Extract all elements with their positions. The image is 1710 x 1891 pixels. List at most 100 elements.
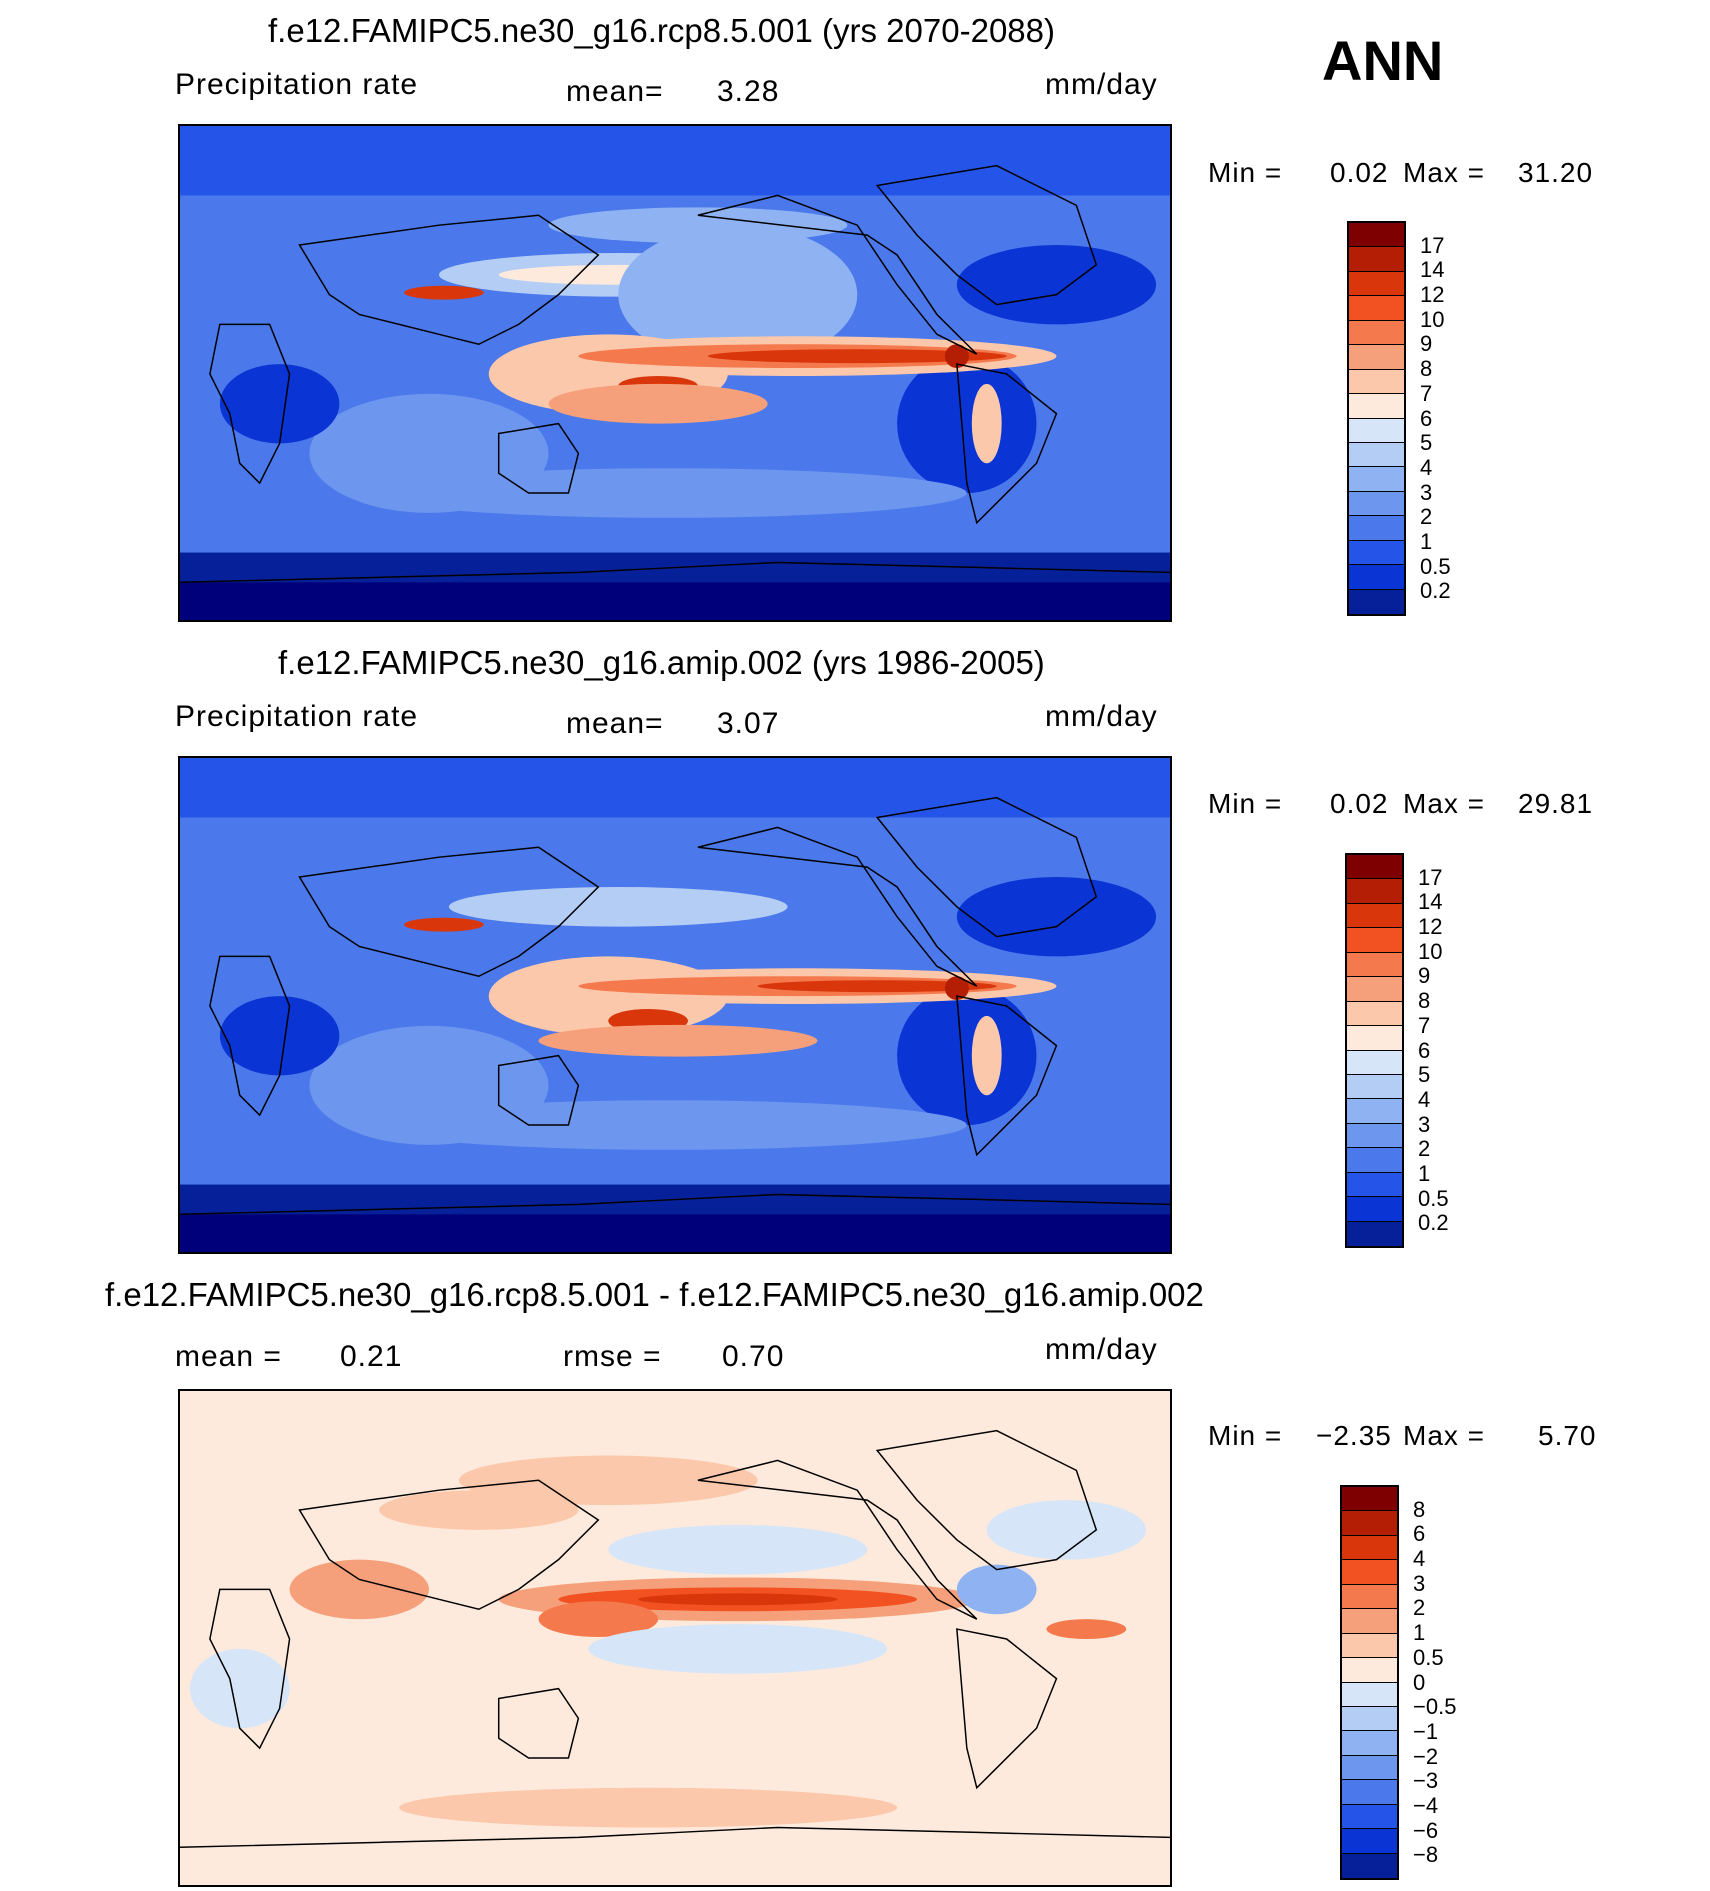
colorbar-swatch xyxy=(1349,369,1404,395)
colorbar-tick-label: 9 xyxy=(1420,331,1433,357)
colorbar-swatch xyxy=(1342,1584,1397,1610)
colorbar-tick-label: 4 xyxy=(1418,1086,1431,1112)
colorbar-swatch xyxy=(1342,1487,1397,1512)
colorbar-tick-label: −0.5 xyxy=(1413,1694,1457,1720)
colorbar-swatch xyxy=(1342,1780,1397,1805)
colorbar-tick-label: 5 xyxy=(1420,430,1433,456)
panel3-title: f.e12.FAMIPC5.ne30_g16.rcp8.5.001 - f.e1… xyxy=(105,1276,1204,1313)
panel3-max-label: Max = xyxy=(1403,1420,1486,1451)
colorbar-tick-label: −1 xyxy=(1413,1718,1439,1744)
panel3-mean-label: mean = xyxy=(175,1340,282,1373)
colorbar-tick-label: 1 xyxy=(1420,528,1433,554)
colorbar-tick-label: 0 xyxy=(1413,1669,1426,1695)
colorbar-tick-label: −4 xyxy=(1413,1792,1439,1818)
colorbar-tick-label: 6 xyxy=(1420,405,1433,431)
colorbar-tick-label: 2 xyxy=(1420,504,1433,530)
colorbar-swatch xyxy=(1349,516,1404,541)
colorbar-tick-label: 7 xyxy=(1420,380,1433,406)
panel3-min-value: −2.35 xyxy=(1316,1420,1392,1451)
colorbar-swatch xyxy=(1349,467,1404,492)
colorbar-swatch xyxy=(1347,977,1402,1002)
panel2-title: f.e12.FAMIPC5.ne30_g16.amip.002 (yrs 198… xyxy=(278,644,1045,681)
panel2-colorbar xyxy=(1345,853,1404,1248)
colorbar-tick-label: 1 xyxy=(1413,1620,1426,1646)
colorbar-tick-label: −8 xyxy=(1413,1842,1439,1868)
panel2-colorbar-labels: 17 14 12 10 9 8 7 6 5 4 3 2 1 0.5 0.2 xyxy=(1418,853,1478,1248)
colorbar-swatch xyxy=(1347,1099,1402,1124)
colorbar-swatch xyxy=(1347,1172,1402,1198)
colorbar-swatch xyxy=(1347,1074,1402,1100)
colorbar-swatch xyxy=(1342,1560,1397,1585)
panel2-map xyxy=(178,756,1172,1254)
colorbar-swatch xyxy=(1342,1755,1397,1781)
colorbar-tick-label: 3 xyxy=(1418,1111,1431,1137)
colorbar-swatch xyxy=(1347,1123,1402,1149)
colorbar-tick-label: 6 xyxy=(1418,1037,1431,1063)
panel1-max-value: 31.20 xyxy=(1518,157,1594,188)
colorbar-swatch xyxy=(1342,1804,1397,1830)
colorbar-swatch xyxy=(1349,540,1404,566)
colorbar-tick-label: 3 xyxy=(1420,479,1433,505)
colorbar-swatch xyxy=(1349,565,1404,590)
colorbar-swatch xyxy=(1347,1197,1402,1222)
colorbar-swatch xyxy=(1349,442,1404,468)
colorbar-tick-label: 17 xyxy=(1420,232,1445,258)
colorbar-tick-label: −2 xyxy=(1413,1743,1439,1769)
colorbar-swatch xyxy=(1347,1050,1402,1075)
panel1-title: f.e12.FAMIPC5.ne30_g16.rcp8.5.001 (yrs 2… xyxy=(268,12,1055,49)
panel3-units: mm/day xyxy=(1045,1333,1158,1366)
colorbar-swatch xyxy=(1347,1221,1402,1246)
colorbar-tick-label: −6 xyxy=(1413,1817,1439,1843)
colorbar-tick-label: 8 xyxy=(1413,1496,1426,1522)
colorbar-swatch xyxy=(1342,1633,1397,1659)
colorbar-swatch xyxy=(1342,1511,1397,1536)
colorbar-tick-label: 0.2 xyxy=(1418,1210,1449,1236)
panel1-variable-label: Precipitation rate xyxy=(175,68,419,101)
panel3-colorbar xyxy=(1340,1485,1399,1880)
colorbar-swatch xyxy=(1342,1535,1397,1561)
panel1-min-value: 0.02 xyxy=(1330,157,1389,188)
colorbar-tick-label: 0.2 xyxy=(1420,578,1451,604)
panel2-max-value: 29.81 xyxy=(1518,788,1594,819)
colorbar-swatch xyxy=(1349,296,1404,321)
panel2-max-label: Max = xyxy=(1403,788,1486,819)
colorbar-tick-label: 9 xyxy=(1418,963,1431,989)
colorbar-swatch xyxy=(1347,1026,1402,1051)
colorbar-swatch xyxy=(1347,879,1402,904)
colorbar-tick-label: 4 xyxy=(1420,454,1433,480)
panel3-mean-value: 0.21 xyxy=(340,1340,403,1373)
colorbar-swatch xyxy=(1349,491,1404,517)
colorbar-tick-label: 14 xyxy=(1420,257,1445,283)
colorbar-swatch xyxy=(1349,223,1404,248)
season-label: ANN xyxy=(1322,29,1444,92)
panel3-map xyxy=(178,1389,1172,1887)
colorbar-swatch xyxy=(1342,1682,1397,1707)
panel2-variable-label: Precipitation rate xyxy=(175,700,419,733)
colorbar-tick-label: 10 xyxy=(1418,938,1443,964)
colorbar-swatch xyxy=(1347,928,1402,953)
colorbar-swatch xyxy=(1342,1731,1397,1756)
colorbar-swatch xyxy=(1349,589,1404,614)
colorbar-tick-label: 6 xyxy=(1413,1521,1426,1547)
colorbar-tick-label: 3 xyxy=(1413,1570,1426,1596)
colorbar-tick-label: 12 xyxy=(1418,914,1443,940)
panel1-mean-label: mean= xyxy=(566,75,664,108)
colorbar-swatch xyxy=(1347,903,1402,929)
colorbar-tick-label: 5 xyxy=(1418,1062,1431,1088)
panel2-mean-value: 3.07 xyxy=(717,707,780,740)
colorbar-swatch xyxy=(1342,1853,1397,1878)
colorbar-swatch xyxy=(1347,952,1402,978)
panel1-mean-value: 3.28 xyxy=(717,75,780,108)
panel3-max-value: 5.70 xyxy=(1538,1420,1597,1451)
colorbar-tick-label: 7 xyxy=(1418,1012,1431,1038)
colorbar-tick-label: 2 xyxy=(1418,1136,1431,1162)
panel1-units: mm/day xyxy=(1045,68,1158,101)
colorbar-swatch xyxy=(1349,345,1404,370)
colorbar-swatch xyxy=(1347,1148,1402,1173)
colorbar-swatch xyxy=(1349,394,1404,419)
colorbar-tick-label: 8 xyxy=(1418,988,1431,1014)
colorbar-swatch xyxy=(1349,271,1404,297)
colorbar-swatch xyxy=(1342,1609,1397,1634)
colorbar-swatch xyxy=(1347,1001,1402,1027)
colorbar-swatch xyxy=(1342,1706,1397,1732)
